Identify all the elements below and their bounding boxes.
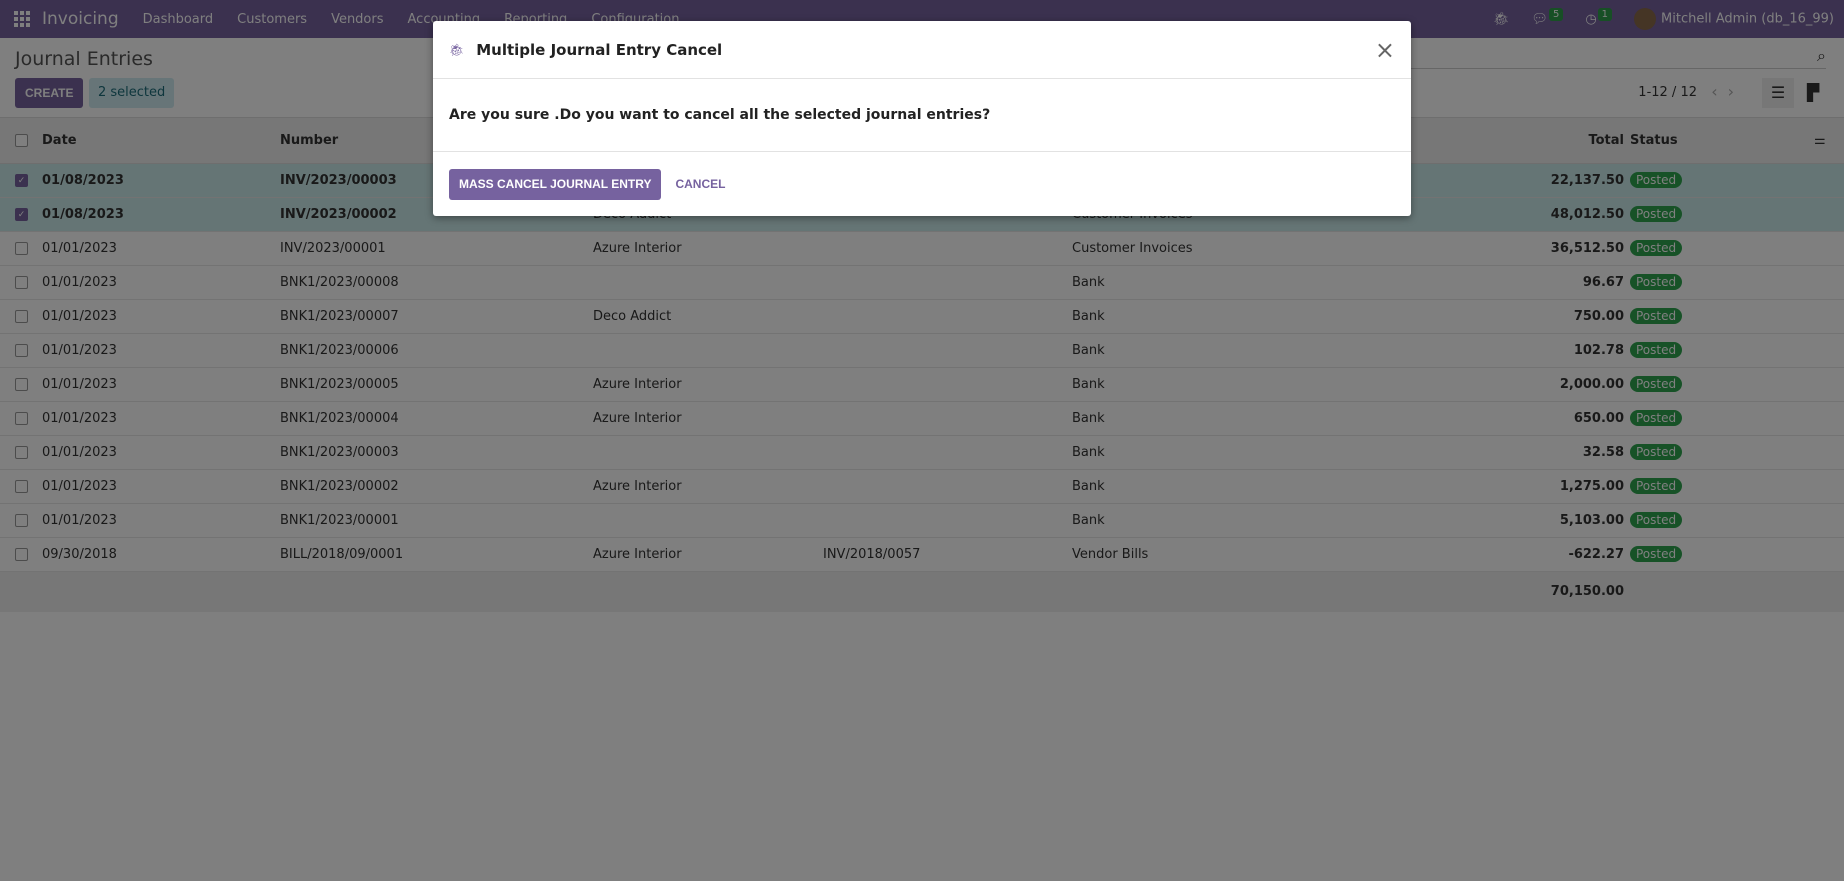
cancel-button[interactable]: CANCEL [675, 177, 726, 191]
cancel-dialog: 🐞︎ Multiple Journal Entry Cancel × Are y… [433, 21, 1411, 216]
dialog-message: Are you sure .Do you want to cancel all … [433, 79, 1411, 152]
mass-cancel-button[interactable]: MASS CANCEL JOURNAL ENTRY [449, 168, 662, 200]
bug-icon: 🐞︎ [449, 42, 465, 57]
close-icon[interactable]: × [1374, 35, 1395, 64]
dialog-title: Multiple Journal Entry Cancel [476, 40, 723, 59]
